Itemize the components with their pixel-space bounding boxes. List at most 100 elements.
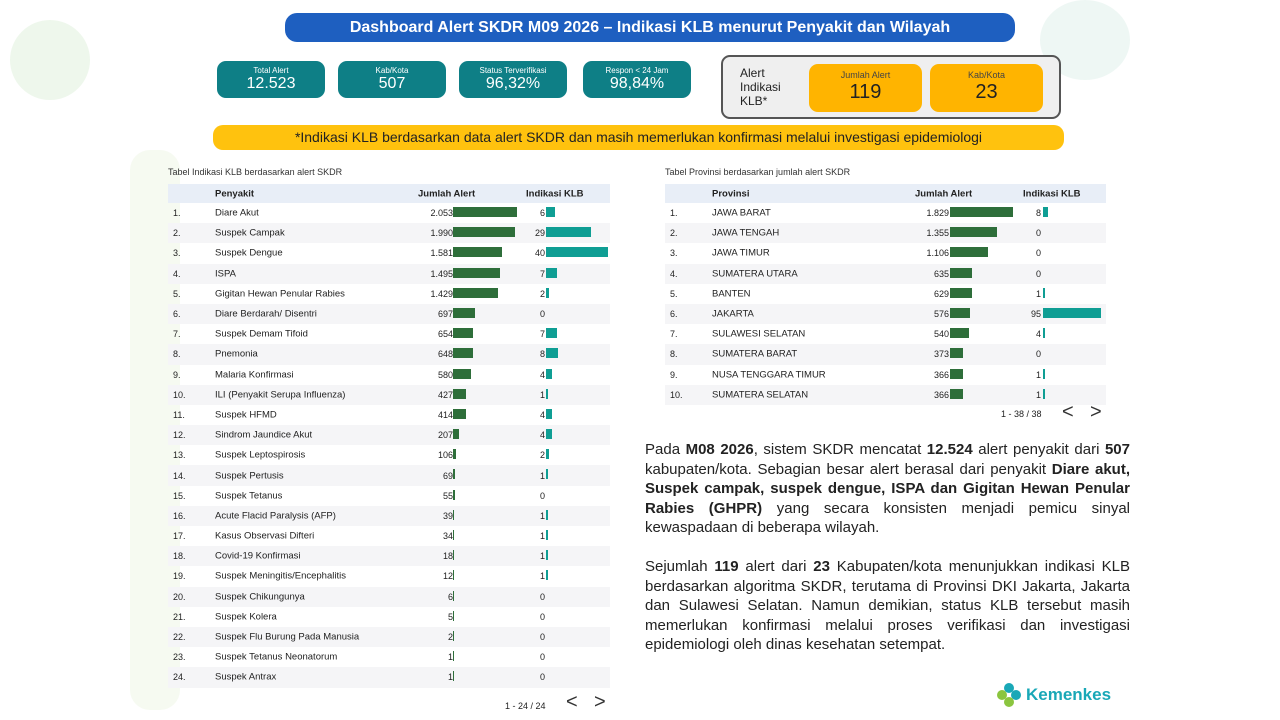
stat-label: Status Terverifikasi — [479, 66, 547, 75]
disease-row[interactable]: 23. Suspek Tetanus Neonatorum 1 0 — [168, 647, 610, 667]
header-provinsi[interactable]: Provinsi — [712, 188, 750, 199]
disease-row[interactable]: 19. Suspek Meningitis/Encephalitis 12 1 — [168, 566, 610, 586]
alert-bar — [453, 267, 500, 278]
header-jumlah-alert[interactable]: Jumlah Alert — [915, 188, 973, 199]
alert-count: 1.429 — [430, 288, 453, 299]
disease-row[interactable]: 17. Kasus Observasi Difteri 34 1 — [168, 526, 610, 546]
province-row[interactable]: 4. SUMATERA UTARA 635 0 — [665, 263, 1106, 284]
header-indikasi-klb[interactable]: Indikasi KLB — [1023, 188, 1081, 199]
kemenkes-logo-icon — [997, 683, 1021, 707]
province-row[interactable]: 3. JAWA TIMUR 1.106 0 — [665, 243, 1106, 263]
row-rank: 1. — [670, 208, 678, 219]
klb-count: 1 — [539, 531, 545, 542]
header-indikasi-klb[interactable]: Indikasi KLB — [526, 188, 584, 199]
disease-next-page-button[interactable]: > — [594, 691, 606, 713]
alert-bar — [453, 469, 456, 480]
province-row[interactable]: 5. BANTEN 629 1 — [665, 284, 1106, 304]
disease-name: Diare Berdarah/ Disentri — [215, 308, 317, 320]
alert-bar — [950, 227, 997, 238]
province-row[interactable]: 6. JAKARTA 576 95 — [665, 303, 1106, 325]
disease-row[interactable]: 1. Diare Akut 2.053 6 — [168, 203, 610, 223]
alert-bar — [453, 550, 454, 561]
alert-count: 34 — [442, 531, 453, 542]
row-rank: 11. — [173, 409, 185, 420]
klb-count: 0 — [539, 632, 545, 643]
disease-row[interactable]: 2. Suspek Campak 1.990 29 — [168, 223, 610, 244]
alert-bar — [453, 307, 475, 318]
disease-row[interactable]: 9. Malaria Konfirmasi 580 4 — [168, 365, 610, 385]
klb-bar — [1043, 328, 1046, 339]
disease-name: Suspek Leptospirosis — [215, 449, 306, 461]
klb-jumlah-value: 119 — [849, 81, 882, 103]
disease-name: ILI (Penyakit Serupa Influenza) — [215, 389, 346, 401]
disease-row[interactable]: 7. Suspek Demam Tifoid 654 7 — [168, 324, 610, 344]
province-prev-page-button[interactable]: < — [1062, 401, 1074, 423]
disease-row[interactable]: 20. Suspek Chikungunya 6 0 — [168, 586, 610, 607]
alert-bar — [950, 328, 969, 339]
alert-bar — [453, 630, 454, 641]
province-row[interactable]: 1. JAWA BARAT 1.829 8 — [665, 203, 1106, 223]
row-rank: 3. — [670, 248, 678, 259]
disease-row[interactable]: 22. Suspek Flu Burung Pada Manusia 2 0 — [168, 626, 610, 648]
disease-row[interactable]: 8. Pnemonia 648 8 — [168, 344, 610, 365]
alert-count: 1 — [447, 672, 453, 683]
alert-bar — [453, 388, 467, 399]
province-row[interactable]: 7. SULAWESI SELATAN 540 4 — [665, 324, 1106, 344]
stat-total-alert: Total Alert 12.523 — [217, 61, 325, 98]
disease-row[interactable]: 10. ILI (Penyakit Serupa Influenza) 427 1 — [168, 384, 610, 405]
province-row[interactable]: 10. SUMATERA SELATAN 366 1 — [665, 384, 1106, 405]
klb-count: 1 — [1035, 369, 1041, 380]
disease-row[interactable]: 6. Diare Berdarah/ Disentri 697 0 — [168, 303, 610, 325]
disease-row[interactable]: 18. Covid-19 Konfirmasi 18 1 — [168, 546, 610, 567]
header-penyakit[interactable]: Penyakit — [215, 188, 255, 199]
row-rank: 6. — [670, 309, 678, 320]
table-header: Provinsi Jumlah Alert Indikasi KLB — [665, 184, 1106, 203]
klb-bar — [546, 247, 608, 258]
text-segment: yang secara konsisten menjadi pemicu sin… — [645, 499, 1131, 537]
alert-bar — [453, 429, 460, 440]
disease-row[interactable]: 13. Suspek Leptospirosis 106 2 — [168, 445, 610, 465]
disease-row[interactable]: 12. Sindrom Jaundice Akut 207 4 — [168, 425, 610, 446]
disease-row[interactable]: 15. Suspek Tetanus 55 0 — [168, 486, 610, 506]
disease-row[interactable]: 21. Suspek Kolera 5 0 — [168, 607, 610, 627]
disease-row[interactable]: 16. Acute Flacid Paralysis (AFP) 39 1 — [168, 505, 610, 526]
disease-row[interactable]: 4. ISPA 1.495 7 — [168, 263, 610, 284]
province-name: SUMATERA UTARA — [712, 268, 798, 280]
alert-bar — [950, 247, 989, 258]
alert-count: 540 — [933, 329, 949, 340]
province-name: SULAWESI SELATAN — [712, 328, 806, 340]
disease-row[interactable]: 24. Suspek Antrax 1 0 — [168, 667, 610, 688]
disease-prev-page-button[interactable]: < — [566, 691, 578, 713]
klb-count: 1 — [1035, 389, 1041, 400]
disease-name: Suspek Demam Tifoid — [215, 328, 308, 340]
alert-count: 1.495 — [430, 268, 453, 279]
province-next-page-button[interactable]: > — [1090, 401, 1102, 423]
disease-row[interactable]: 3. Suspek Dengue 1.581 40 — [168, 243, 610, 263]
disease-row[interactable]: 11. Suspek HFMD 414 4 — [168, 405, 610, 425]
alert-bar — [453, 671, 454, 682]
disease-table: Tabel Indikasi KLB berdasarkan alert SKD… — [168, 167, 610, 688]
klb-bar — [1043, 207, 1048, 217]
row-rank: 8. — [670, 349, 678, 360]
province-row[interactable]: 2. JAWA TENGAH 1.355 0 — [665, 223, 1106, 244]
klb-count: 0 — [1035, 248, 1041, 259]
alert-count: 414 — [437, 409, 453, 420]
province-row[interactable]: 8. SUMATERA BARAT 373 0 — [665, 344, 1106, 365]
klb-count: 1 — [1035, 288, 1041, 299]
klb-bar — [1043, 368, 1045, 379]
row-rank: 2. — [670, 228, 678, 239]
klb-bar — [1043, 287, 1045, 298]
province-pager-text: 1 - 38 / 38 — [1001, 409, 1042, 419]
highlighted-text: 23 — [813, 558, 830, 575]
disease-name: Kasus Observasi Difteri — [215, 530, 315, 542]
row-rank: 4. — [173, 268, 181, 279]
disease-row[interactable]: 14. Suspek Pertusis 69 1 — [168, 465, 610, 486]
alert-bar — [453, 368, 472, 379]
stat-label: Kab/Kota — [375, 66, 409, 75]
province-name: JAWA TENGAH — [712, 227, 780, 239]
province-row[interactable]: 9. NUSA TENGGARA TIMUR 366 1 — [665, 365, 1106, 385]
table-caption: Tabel Indikasi KLB berdasarkan alert SKD… — [168, 167, 343, 177]
header-jumlah-alert[interactable]: Jumlah Alert — [418, 188, 476, 199]
alert-bar — [453, 610, 454, 621]
disease-row[interactable]: 5. Gigitan Hewan Penular Rabies 1.429 2 — [168, 284, 610, 304]
